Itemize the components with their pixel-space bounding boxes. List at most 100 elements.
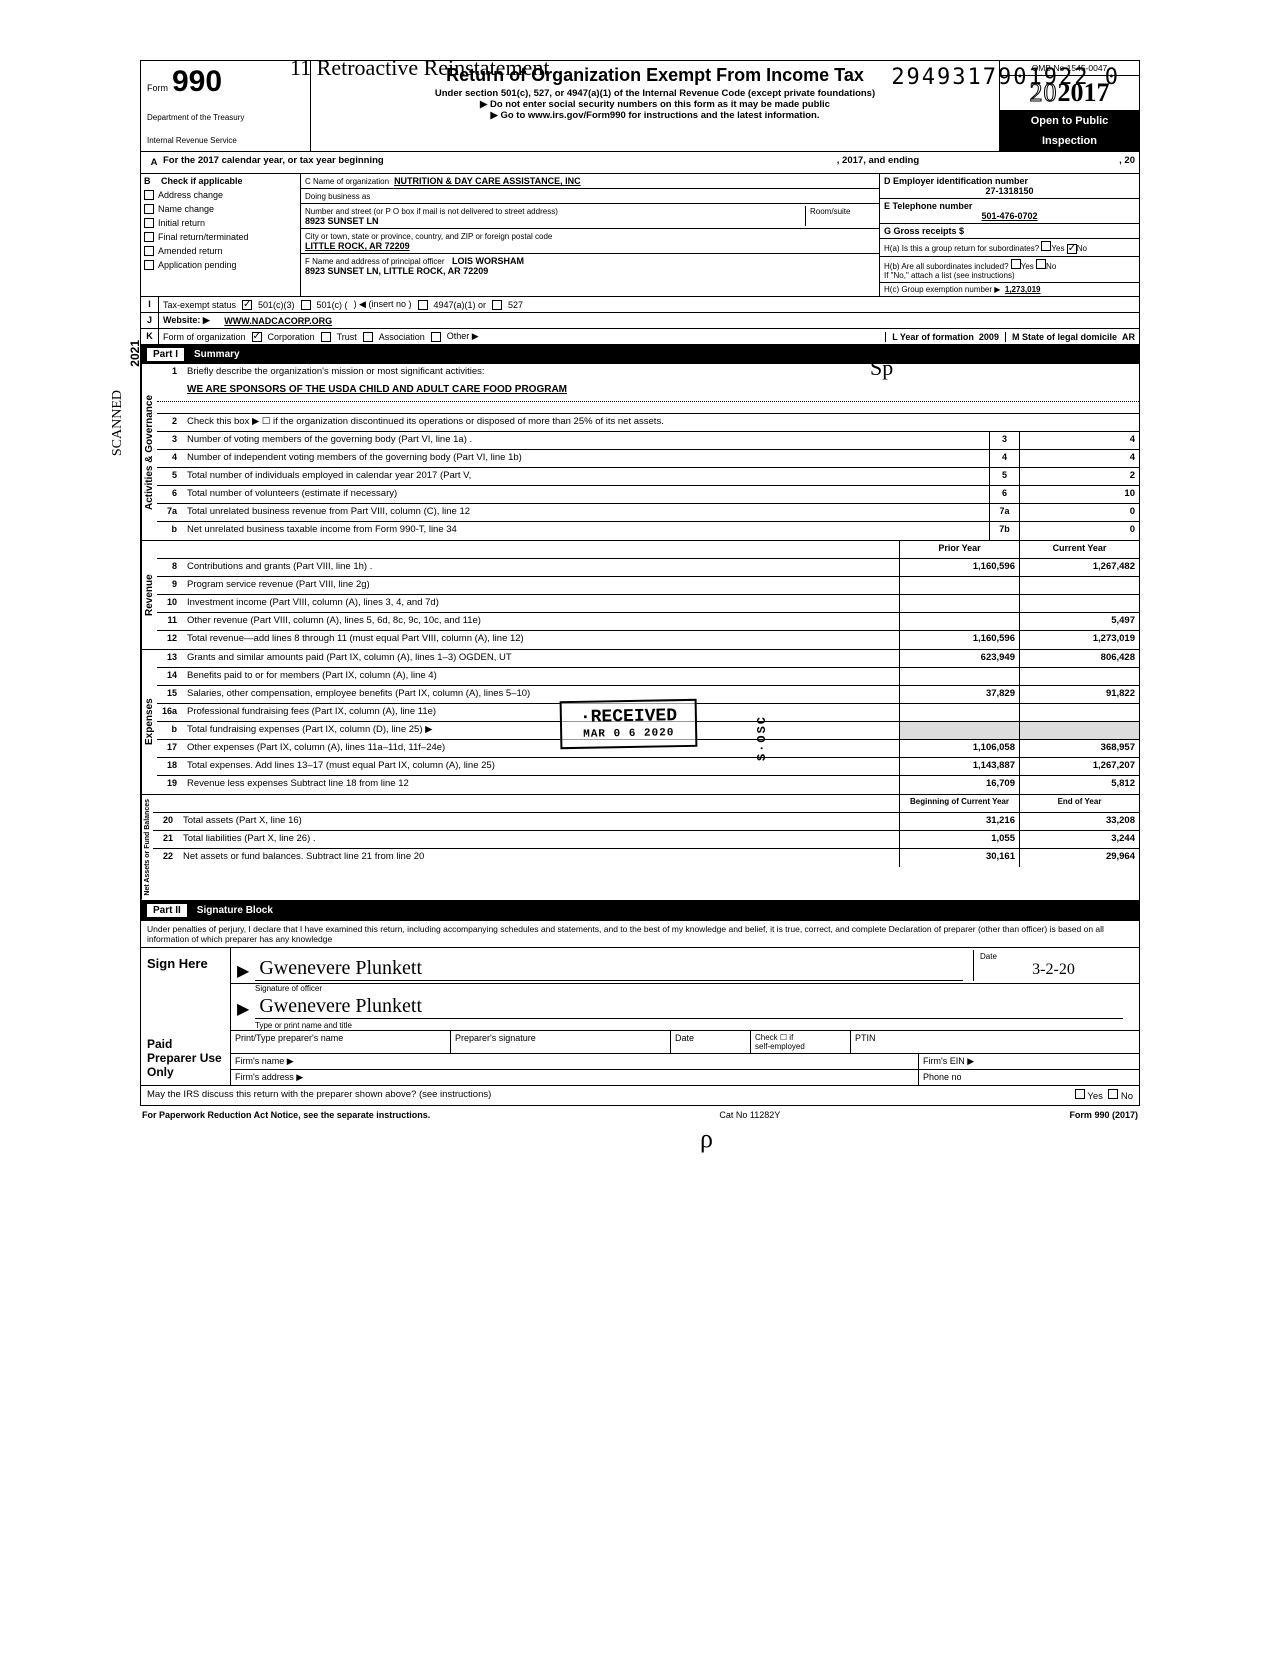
line-a: A For the 2017 calendar year, or tax yea…: [140, 152, 1140, 174]
page-footer: For Paperwork Reduction Act Notice, see …: [140, 1106, 1140, 1124]
form-ref: Form 990 (2017): [1069, 1110, 1138, 1120]
signature-block: Under penalties of perjury, I declare th…: [140, 920, 1140, 1106]
room-label: Room/suite: [810, 207, 850, 216]
checkbox-application-pending[interactable]: [144, 260, 154, 270]
checkbox-other[interactable]: [431, 332, 441, 342]
head-beginning: Beginning of Current Year: [899, 795, 1019, 812]
row-j: J Website: ▶ WWW.NADCACORP.ORG: [140, 313, 1140, 329]
checkbox-501c[interactable]: [301, 300, 311, 310]
form-number: 990: [172, 65, 222, 99]
expenses-tab: Expenses: [141, 650, 157, 794]
r11-cur: 5,497: [1019, 613, 1139, 630]
sign-here-label: Sign Here: [141, 948, 231, 1031]
revenue-tab: Revenue: [141, 541, 157, 649]
opt-amended-return: Amended return: [158, 246, 223, 256]
open-public-1: Open to Public: [1000, 111, 1139, 131]
line2-desc: Check this box ▶ ☐ if the organization d…: [183, 414, 1139, 431]
checkbox-ha-no[interactable]: [1067, 244, 1077, 254]
side-stamp-year: 2021: [128, 340, 142, 367]
l-label: L Year of formation: [892, 332, 974, 342]
e19-c: 5,812: [1019, 776, 1139, 794]
head-prior: Prior Year: [899, 541, 1019, 558]
n21-e: 3,244: [1019, 831, 1139, 848]
opt-501c3: 501(c)(3): [258, 300, 295, 310]
checkbox-ha-yes[interactable]: [1041, 241, 1051, 251]
ptin-label: PTIN: [851, 1031, 1139, 1053]
checkbox-discuss-no[interactable]: [1108, 1089, 1118, 1099]
column-b: B Check if applicable Address change Nam…: [141, 174, 301, 296]
checkbox-association[interactable]: [363, 332, 373, 342]
cat-number: Cat No 11282Y: [719, 1110, 780, 1120]
hc-value: 1,273,019: [1005, 285, 1041, 294]
side-scanned-stamp: SCANNED: [110, 390, 126, 456]
checkbox-hb-no[interactable]: [1036, 259, 1046, 269]
perjury-statement: Under penalties of perjury, I declare th…: [141, 921, 1139, 948]
e-phone-label: E Telephone number: [884, 201, 972, 211]
arrow-icon: ▶: [237, 961, 249, 981]
j-text: Website: ▶: [163, 315, 210, 326]
checkbox-initial-return[interactable]: [144, 218, 154, 228]
checkbox-hb-yes[interactable]: [1011, 259, 1021, 269]
checkbox-name-change[interactable]: [144, 204, 154, 214]
column-d: D Employer identification number27-13181…: [879, 174, 1139, 296]
revenue-section: Revenue Prior YearCurrent Year 8Contribu…: [140, 541, 1140, 650]
row-i: I Tax-exempt status 501(c)(3) 501(c) ( )…: [140, 297, 1140, 313]
n21-b: 1,055: [899, 831, 1019, 848]
r12-cur: 1,273,019: [1019, 631, 1139, 649]
l-value: 2009: [979, 332, 999, 342]
governance-tab: Activities & Governance: [141, 364, 157, 540]
label-i: I: [141, 297, 159, 312]
e13-p: 623,949: [899, 650, 1019, 667]
received-text: ·RECEIVED: [580, 707, 678, 728]
mission-statement: WE ARE SPONSORS OF THE USDA CHILD AND AD…: [157, 382, 1139, 402]
checkbox-trust[interactable]: [321, 332, 331, 342]
opt-final-return: Final return/terminated: [158, 232, 249, 242]
officer-name: LOIS WORSHAM: [452, 256, 524, 266]
ha-label: H(a) Is this a group return for subordin…: [884, 244, 1039, 253]
opt-initial-return: Initial return: [158, 218, 205, 228]
val-7b: 0: [1019, 522, 1139, 540]
r8-prior: 1,160,596: [899, 559, 1019, 576]
val-4: 4: [1019, 450, 1139, 467]
firm-phone-label: Phone no: [919, 1070, 1139, 1085]
prep-sig-label: Preparer's signature: [451, 1031, 671, 1053]
opt-address-change: Address change: [158, 190, 223, 200]
open-public-2: Inspection: [1000, 131, 1139, 151]
block-bcd: B Check if applicable Address change Nam…: [140, 174, 1140, 297]
m-value: AR: [1122, 332, 1135, 342]
checkbox-discuss-yes[interactable]: [1075, 1089, 1085, 1099]
officer-printed-name: Gwenevere Plunkett: [255, 995, 1123, 1019]
bottom-handwritten-mark: ρ: [700, 1124, 713, 1154]
checkbox-501c3[interactable]: [242, 300, 252, 310]
g-gross-label: G Gross receipts $: [884, 226, 964, 236]
checkbox-final-return[interactable]: [144, 232, 154, 242]
i-text: Tax-exempt status: [163, 300, 236, 310]
org-name: NUTRITION & DAY CARE ASSISTANCE, INC: [394, 176, 581, 186]
row-k: K Form of organization Corporation Trust…: [140, 329, 1140, 345]
prep-name-label: Print/Type preparer's name: [231, 1031, 451, 1053]
n22-e: 29,964: [1019, 849, 1139, 867]
e15-p: 37,829: [899, 686, 1019, 703]
line-a-text1: For the 2017 calendar year, or tax year …: [163, 155, 384, 170]
prep-date-label: Date: [671, 1031, 751, 1053]
opt-501c: 501(c) (: [317, 300, 348, 310]
hb-note: If "No," attach a list (see instructions…: [884, 271, 1015, 280]
city-label: City or town, state or province, country…: [305, 232, 552, 241]
netassets-tab: Net Assets or Fund Balances: [141, 795, 153, 900]
n20-e: 33,208: [1019, 813, 1139, 830]
subtitle-2: ▶ Do not enter social security numbers o…: [317, 99, 993, 110]
paid-preparer-label: Paid Preparer Use Only: [141, 1031, 231, 1085]
checkbox-4947[interactable]: [418, 300, 428, 310]
typed-name-label: Type or print name and title: [231, 1021, 1139, 1031]
firm-name-label: Firm's name ▶: [231, 1054, 919, 1069]
checkbox-amended-return[interactable]: [144, 246, 154, 256]
checkbox-address-change[interactable]: [144, 190, 154, 200]
checkbox-corporation[interactable]: [252, 332, 262, 342]
hb-label: H(b) Are all subordinates included?: [884, 262, 1009, 271]
officer-signature: Gwenevere Plunkett: [255, 957, 963, 981]
f-label: F Name and address of principal officer: [305, 257, 444, 266]
label-b: B: [144, 176, 151, 186]
head-end: End of Year: [1019, 795, 1139, 812]
e18-c: 1,267,207: [1019, 758, 1139, 775]
checkbox-527[interactable]: [492, 300, 502, 310]
